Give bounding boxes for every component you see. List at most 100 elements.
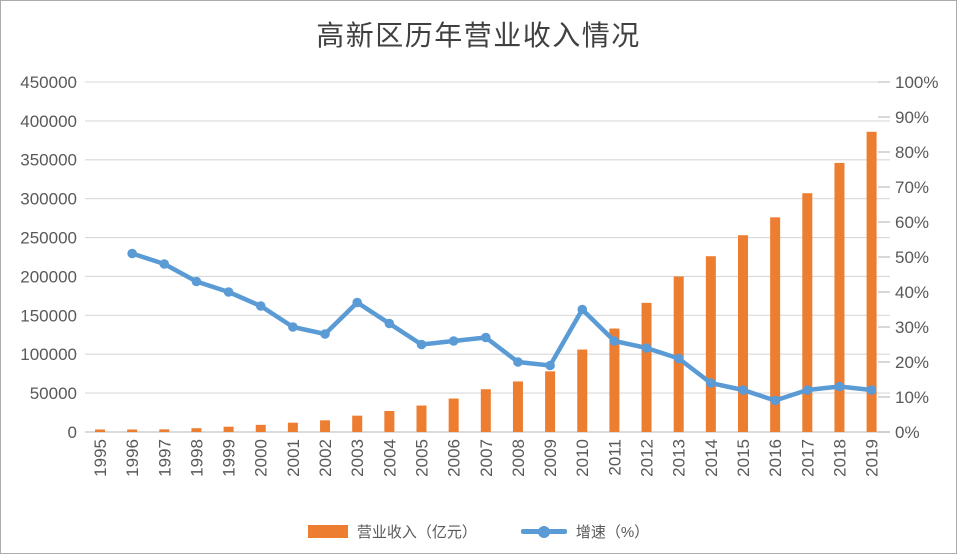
line-marker-2019[interactable]: [866, 385, 877, 395]
bar-1996[interactable]: [127, 429, 138, 433]
line-marker-2012[interactable]: [641, 343, 652, 353]
x-axis-label: 2011: [605, 439, 624, 476]
legend-label-growth: 增速（%）: [575, 524, 650, 541]
right-axis-tick-label: 30%: [895, 318, 929, 337]
bar-2009[interactable]: [545, 371, 556, 432]
line-marker-2000[interactable]: [255, 301, 266, 311]
line-marker-2015[interactable]: [738, 385, 748, 395]
x-axis-label: 2015: [734, 439, 753, 477]
right-axis-tick-label: 50%: [895, 248, 929, 267]
line-marker-2018[interactable]: [834, 381, 845, 392]
x-axis-label: 2019: [863, 439, 882, 477]
line-marker-2013[interactable]: [673, 353, 684, 364]
bar-2006[interactable]: [448, 398, 459, 432]
bar-2011[interactable]: [609, 328, 620, 432]
left-axis-tick-label: 400000: [20, 112, 77, 131]
line-marker-2010[interactable]: [577, 304, 588, 315]
bar-2007[interactable]: [480, 389, 491, 432]
bar-2001[interactable]: [287, 422, 298, 432]
bar-1995[interactable]: [95, 429, 105, 433]
x-axis-label: 2001: [284, 439, 303, 477]
left-axis-tick-label: 50000: [30, 384, 77, 403]
line-marker-2006[interactable]: [448, 336, 459, 346]
growth-line[interactable]: [129, 251, 874, 403]
legend: 营业收入（亿元） 增速（%）: [1, 521, 956, 542]
line-marker-2017[interactable]: [802, 385, 813, 395]
left-axis-tick-label: 150000: [20, 306, 77, 325]
x-axis-label: 1996: [123, 439, 142, 477]
x-axis-label: 2010: [573, 439, 592, 477]
x-axis-label: 1997: [155, 439, 174, 477]
x-axis-label: 2018: [830, 439, 849, 477]
bar-2008[interactable]: [512, 381, 523, 432]
x-axis-label: 2005: [412, 439, 431, 477]
right-axis-tick-label: 60%: [895, 213, 929, 232]
line-series-swatch-icon: [520, 525, 567, 538]
right-axis-tick-label: 100%: [895, 73, 938, 92]
line-marker-2014[interactable]: [706, 378, 716, 388]
line-marker-icon: [537, 525, 550, 538]
x-axis-label: 2002: [316, 439, 335, 477]
line-marker-1998[interactable]: [191, 276, 202, 287]
line-marker-1997[interactable]: [159, 259, 170, 269]
bar-2012[interactable]: [641, 302, 652, 432]
right-axis-tick-label: 10%: [895, 388, 929, 407]
bar-series-swatch-icon: [307, 525, 348, 538]
bar-1997[interactable]: [159, 429, 170, 432]
bar-2015[interactable]: [738, 235, 748, 432]
line-marker-2004[interactable]: [384, 318, 395, 329]
bar-2018[interactable]: [834, 162, 845, 432]
right-axis-tick-label: 20%: [895, 353, 929, 372]
bar-2010[interactable]: [577, 349, 588, 432]
bar-2019[interactable]: [866, 131, 877, 432]
bar-2004[interactable]: [384, 411, 395, 432]
left-axis-tick-label: 0: [68, 423, 77, 442]
x-axis-label: 2008: [509, 439, 528, 477]
line-marker-2009[interactable]: [545, 360, 555, 371]
x-axis-label: 2014: [702, 439, 721, 477]
x-axis-label: 2000: [252, 439, 271, 477]
bar-2000[interactable]: [255, 424, 266, 432]
line-marker-2002[interactable]: [320, 329, 330, 339]
left-axis-tick-label: 200000: [20, 267, 77, 286]
line-marker-2008[interactable]: [513, 357, 523, 367]
line-marker-2011[interactable]: [609, 336, 620, 346]
left-axis-tick-label: 100000: [20, 345, 77, 364]
bar-2017[interactable]: [802, 193, 813, 432]
x-axis-label: 2016: [766, 439, 785, 477]
x-axis-label: 1999: [220, 439, 239, 477]
right-axis-tick-label: 40%: [895, 283, 929, 302]
line-marker-2003[interactable]: [352, 297, 363, 308]
line-marker-2005[interactable]: [416, 339, 427, 350]
bar-2002[interactable]: [320, 420, 331, 432]
x-axis-label: 2009: [541, 439, 560, 477]
line-marker-2001[interactable]: [288, 322, 298, 332]
x-axis-label: 2004: [380, 439, 399, 477]
right-axis-tick-label: 90%: [895, 108, 929, 127]
right-axis-tick-label: 80%: [895, 143, 929, 162]
bar-2005[interactable]: [416, 405, 427, 432]
legend-item-growth[interactable]: 增速（%）: [520, 521, 650, 542]
line-marker-2016[interactable]: [770, 395, 780, 406]
bar-1998[interactable]: [191, 428, 202, 432]
left-axis-tick-label: 450000: [20, 73, 77, 92]
line-marker-1999[interactable]: [223, 287, 234, 297]
right-axis-tick-label: 70%: [895, 178, 929, 197]
bar-2014[interactable]: [705, 256, 716, 432]
line-marker-1996[interactable]: [127, 248, 137, 259]
bar-2003[interactable]: [352, 415, 363, 432]
right-axis-tick-label: 0%: [895, 423, 920, 442]
left-axis-tick-label: 250000: [20, 229, 77, 248]
x-axis-label: 2017: [798, 439, 817, 477]
bar-2016[interactable]: [770, 217, 781, 432]
x-axis-label: 2012: [638, 439, 657, 477]
legend-item-revenue[interactable]: 营业收入（亿元）: [307, 521, 477, 542]
x-axis-label: 2003: [348, 439, 367, 477]
x-axis-label: 2007: [477, 439, 496, 477]
line-marker-2007[interactable]: [481, 332, 491, 343]
x-axis-label: 1998: [187, 439, 206, 477]
left-axis-tick-label: 350000: [20, 151, 77, 170]
bar-1999[interactable]: [223, 426, 234, 432]
